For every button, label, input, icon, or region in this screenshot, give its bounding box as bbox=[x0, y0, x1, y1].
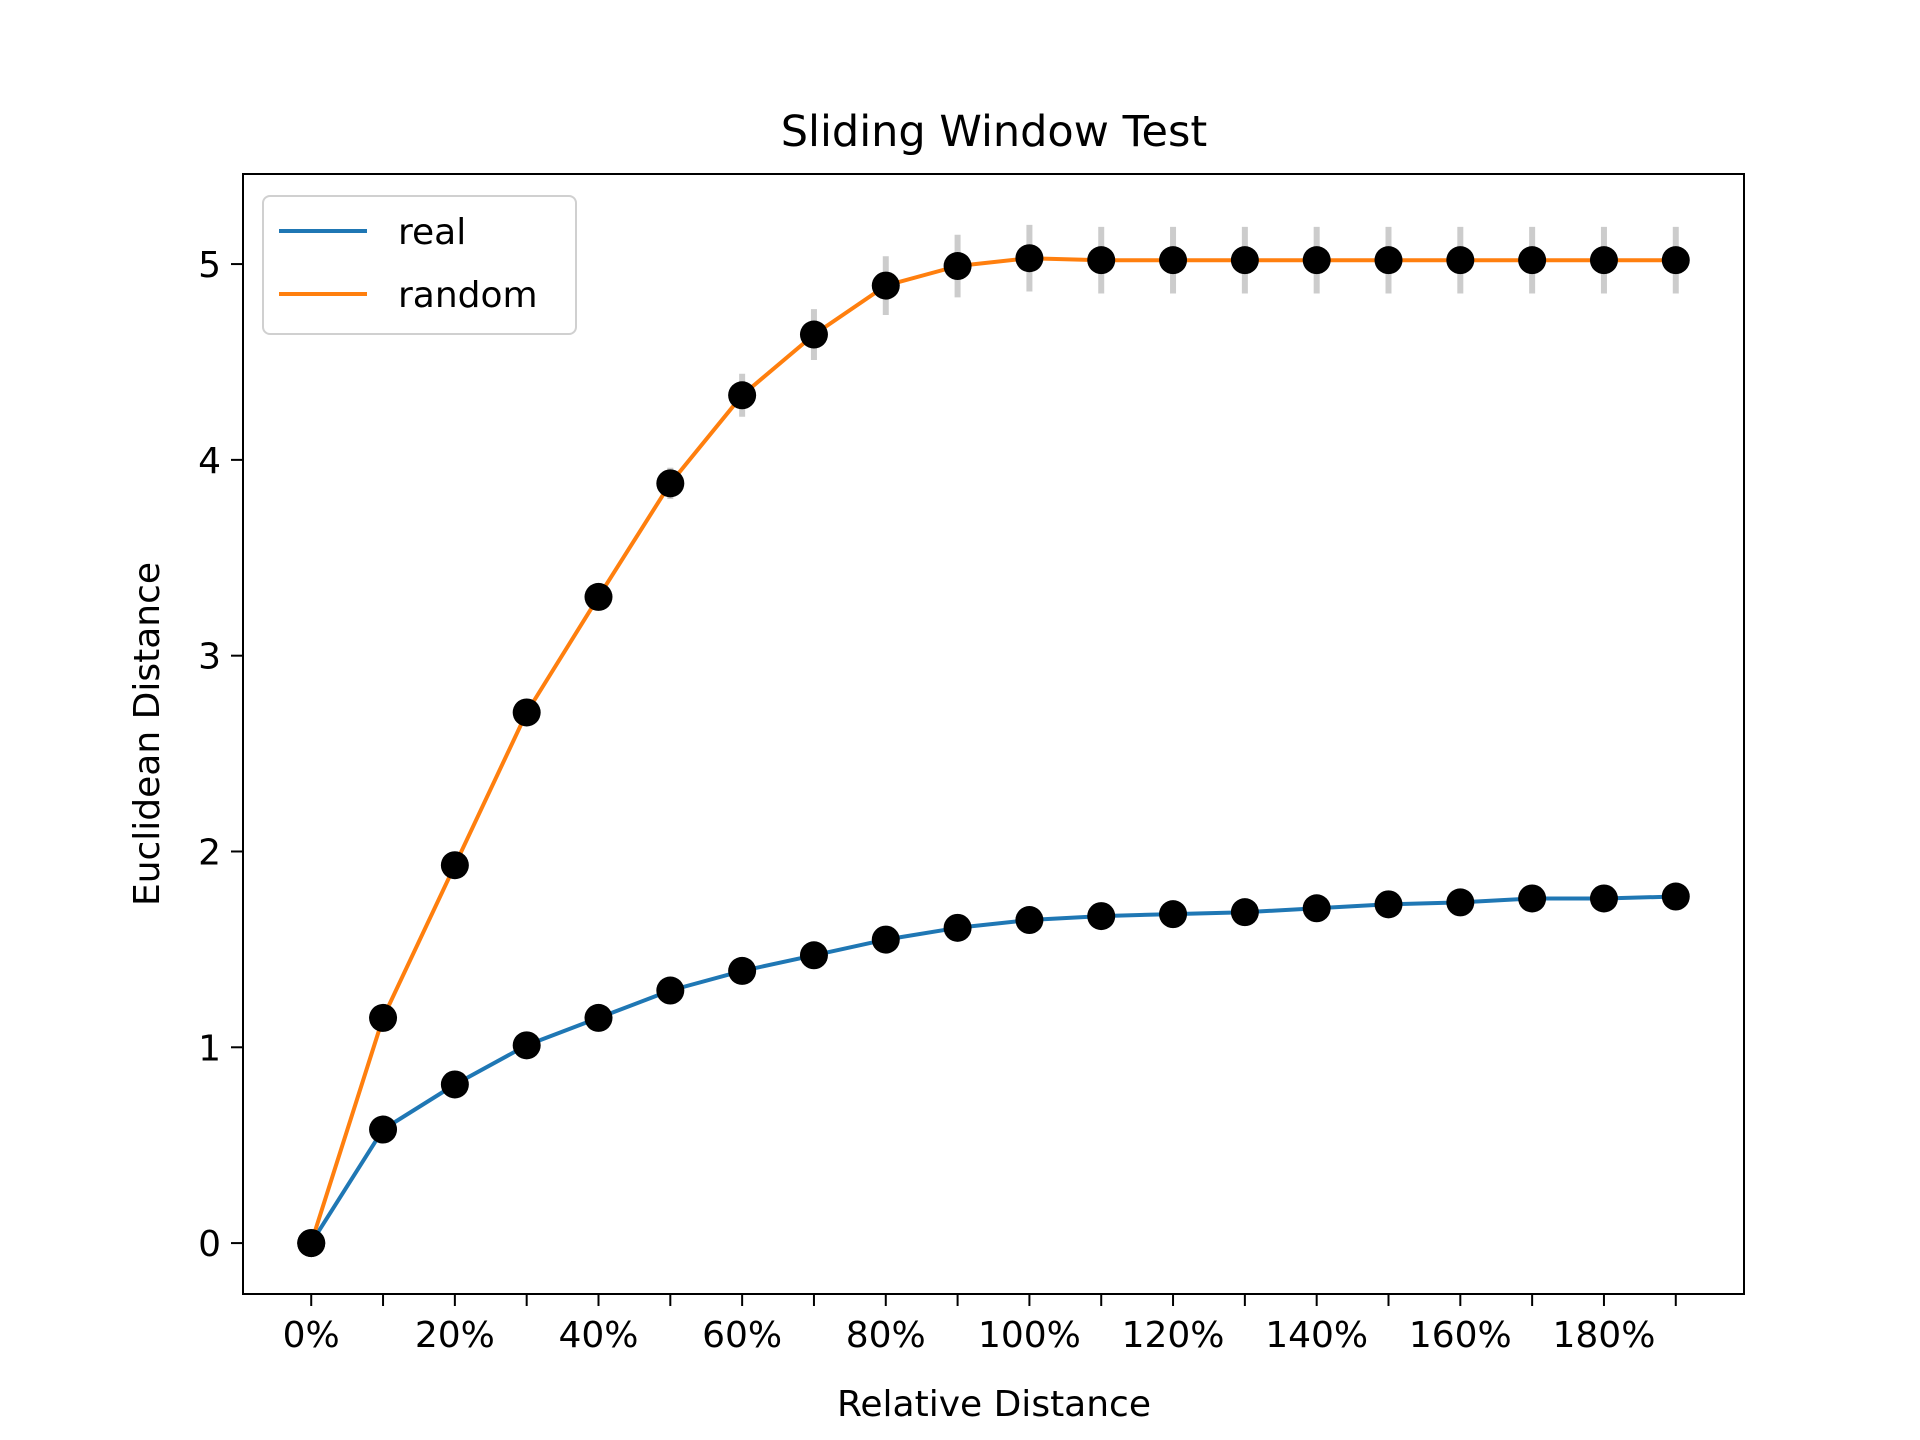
data-point-real-2 bbox=[440, 1070, 469, 1099]
lines-layer bbox=[309, 256, 1676, 1245]
y-tick-label: 4 bbox=[198, 441, 221, 482]
data-point-random-8 bbox=[871, 271, 900, 300]
x-tick-label: 60% bbox=[702, 1315, 782, 1356]
series-line-random bbox=[309, 256, 1676, 1244]
x-tick-label: 80% bbox=[846, 1315, 926, 1356]
data-point-real-15 bbox=[1374, 890, 1403, 919]
data-point-real-10 bbox=[1015, 906, 1044, 935]
data-point-random-6 bbox=[728, 381, 757, 410]
data-point-real-3 bbox=[512, 1031, 541, 1060]
data-point-random-10 bbox=[1015, 244, 1044, 273]
y-tick-label: 2 bbox=[198, 832, 221, 873]
data-point-random-18 bbox=[1589, 246, 1618, 275]
data-point-random-16 bbox=[1446, 246, 1475, 275]
data-point-random-15 bbox=[1374, 246, 1403, 275]
plot-frame bbox=[242, 173, 1745, 1295]
data-point-random-5 bbox=[656, 469, 685, 498]
data-point-real-1 bbox=[369, 1115, 398, 1144]
data-point-random-2 bbox=[440, 851, 469, 880]
legend-label-real: real bbox=[398, 212, 466, 253]
data-point-real-19 bbox=[1661, 882, 1690, 911]
data-point-random-0 bbox=[297, 1229, 326, 1258]
data-point-real-13 bbox=[1230, 898, 1259, 927]
x-tick-label: 160% bbox=[1409, 1315, 1512, 1356]
x-tick-label: 140% bbox=[1265, 1315, 1368, 1356]
data-point-random-14 bbox=[1302, 246, 1331, 275]
errorbars-layer bbox=[523, 224, 1679, 717]
x-axis-label: Relative Distance bbox=[837, 1384, 1151, 1425]
x-tick-label: 40% bbox=[558, 1315, 638, 1356]
data-point-random-1 bbox=[369, 1003, 398, 1032]
x-tick-label: 0% bbox=[283, 1315, 340, 1356]
data-point-real-11 bbox=[1087, 902, 1116, 931]
x-tick-label: 100% bbox=[978, 1315, 1081, 1356]
data-point-real-18 bbox=[1589, 884, 1618, 913]
data-point-random-4 bbox=[584, 582, 613, 611]
chart-title: Sliding Window Test bbox=[781, 107, 1208, 157]
legend-label-random: random bbox=[398, 275, 538, 316]
data-point-random-12 bbox=[1159, 246, 1188, 275]
data-point-real-6 bbox=[728, 956, 757, 985]
y-tick-label: 1 bbox=[198, 1028, 221, 1069]
data-point-real-9 bbox=[943, 913, 972, 942]
data-point-real-17 bbox=[1518, 884, 1547, 913]
x-tick-label: 20% bbox=[415, 1315, 495, 1356]
y-tick-label: 0 bbox=[198, 1224, 221, 1265]
data-point-real-4 bbox=[584, 1003, 613, 1032]
data-point-random-19 bbox=[1661, 246, 1690, 275]
data-point-random-11 bbox=[1087, 246, 1116, 275]
data-point-random-13 bbox=[1230, 246, 1259, 275]
points-layer bbox=[297, 244, 1690, 1258]
data-point-random-7 bbox=[799, 320, 828, 349]
data-point-real-5 bbox=[656, 976, 685, 1005]
data-point-random-17 bbox=[1518, 246, 1547, 275]
y-tick-label: 5 bbox=[198, 245, 221, 286]
data-point-real-12 bbox=[1159, 900, 1188, 929]
series-line-real bbox=[309, 894, 1676, 1245]
y-axis-label: Euclidean Distance bbox=[127, 562, 168, 906]
y-tick-label: 3 bbox=[198, 637, 221, 678]
data-point-real-7 bbox=[799, 941, 828, 970]
data-point-real-16 bbox=[1446, 888, 1475, 917]
x-tick-label: 180% bbox=[1552, 1315, 1655, 1356]
legend: real random bbox=[262, 195, 577, 335]
x-tick-label: 120% bbox=[1122, 1315, 1225, 1356]
data-point-random-3 bbox=[512, 698, 541, 727]
y-axis: 0 1 2 3 4 5 bbox=[198, 245, 243, 1265]
data-point-real-8 bbox=[871, 925, 900, 954]
data-point-real-14 bbox=[1302, 894, 1331, 923]
data-point-random-9 bbox=[943, 252, 972, 281]
x-axis: 0% 20% 40% 60% 80% 100% 120% 140% 160% 180% bbox=[283, 1294, 1677, 1356]
